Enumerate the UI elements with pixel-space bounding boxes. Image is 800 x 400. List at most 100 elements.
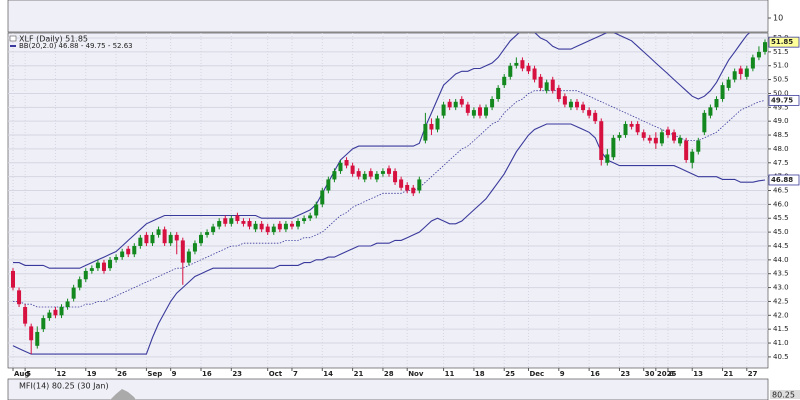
bb-middle	[13, 90, 766, 308]
candle-body	[744, 68, 749, 77]
bb-upper	[13, 33, 751, 269]
candle-body	[387, 168, 391, 174]
candle-body	[763, 42, 767, 52]
candle-body	[156, 229, 161, 235]
x-tick-label: 11	[445, 370, 455, 378]
candle-body	[532, 68, 537, 80]
candle-body	[247, 221, 252, 227]
y-tick-label: 44.0	[773, 256, 789, 264]
candle-body	[296, 221, 301, 227]
candle-body	[471, 110, 476, 116]
x-tick-label: 7	[293, 370, 298, 378]
mfi-tag	[770, 390, 800, 399]
candle-body	[362, 173, 367, 180]
candle-body	[338, 162, 343, 172]
y-tick-label: 42.5	[773, 297, 789, 305]
candle-body	[17, 290, 22, 305]
candle-body	[211, 226, 216, 233]
candle-body	[283, 223, 288, 230]
mfi-panel	[7, 378, 769, 400]
mfi-title: MFI(14) 80.25 (30 Jan)	[19, 382, 109, 391]
candle-body	[672, 132, 677, 141]
y-tick-label: 47.5	[773, 159, 789, 167]
candle-body	[399, 179, 404, 188]
candle-body	[271, 226, 276, 233]
legend-icon	[9, 35, 17, 42]
candle-body	[605, 154, 610, 163]
candle-body	[732, 71, 737, 80]
candle-body	[514, 62, 519, 66]
candle-body	[544, 82, 549, 91]
candle-body	[393, 171, 398, 183]
candle-body	[150, 234, 155, 244]
candle-body	[435, 118, 440, 130]
price-tag	[768, 36, 800, 48]
price-tag-label: 51.85	[771, 38, 793, 46]
x-tick-label: 21	[724, 370, 734, 378]
candle-body	[635, 123, 640, 133]
candle-body	[550, 79, 555, 91]
candle-body	[599, 121, 604, 161]
x-tick-label: 25	[505, 370, 515, 378]
x-tick-label: 28	[384, 370, 394, 378]
candle-body	[520, 60, 525, 69]
y-tick-label: 45.0	[773, 228, 789, 236]
candle-body	[623, 123, 628, 136]
candle-body	[47, 312, 52, 319]
upper-panel	[7, 0, 769, 33]
y-tick-label: 50.0	[773, 89, 789, 97]
candle-body	[114, 257, 119, 260]
candle-body	[538, 76, 543, 88]
y-tick-label: 41.5	[773, 325, 789, 333]
candle-body	[253, 223, 258, 230]
y-tick-label: 44.5	[773, 242, 789, 250]
y-tick-label: 49.0	[773, 117, 789, 125]
price-tag-label: 49.75	[771, 96, 793, 104]
candle-body	[59, 306, 64, 316]
candle-body	[368, 171, 373, 177]
chart-title: XLF (Daily) 51.85	[19, 35, 88, 44]
candle-body	[690, 151, 695, 163]
legend-entry: BB(20,2.0) 46.88 - 49.75 - 52.63	[19, 42, 133, 50]
candle-body	[665, 129, 670, 136]
x-tick-label: 6	[669, 370, 674, 378]
y-tick-label: 48.5	[773, 131, 789, 139]
candle-body	[750, 57, 755, 69]
candle-body	[132, 245, 137, 255]
candle-body	[320, 190, 325, 205]
x-tick-label: Oct	[269, 370, 283, 378]
candle-body	[423, 123, 428, 141]
candle-body	[477, 107, 482, 116]
price-tag	[768, 94, 800, 106]
price-tag	[768, 174, 800, 186]
candle-body	[562, 96, 567, 105]
x-tick-label: 27	[748, 370, 758, 378]
candle-body	[441, 104, 446, 116]
candle-body	[659, 132, 664, 144]
candle-body	[205, 232, 210, 235]
y-tick-label: 10	[773, 14, 783, 23]
y-tick-label: 50.5	[773, 76, 789, 84]
candle-body	[174, 234, 179, 241]
candle-body	[575, 101, 579, 108]
candle-body	[95, 262, 100, 269]
candle-body	[235, 215, 240, 222]
candle-body	[647, 137, 652, 141]
y-tick-label: 43.5	[773, 270, 789, 278]
y-tick-label: 45.5	[773, 214, 789, 222]
y-tick-label: 43.0	[773, 284, 789, 292]
candle-body	[259, 223, 264, 230]
x-tick-label: 12	[56, 370, 66, 378]
candle-body	[23, 306, 28, 324]
candle-body	[356, 171, 361, 177]
candle-body	[702, 112, 707, 133]
candle-body	[138, 237, 143, 246]
candle-body	[696, 140, 701, 152]
mfi-area	[110, 389, 136, 400]
candle-body	[653, 137, 658, 144]
y-tick-label: 49.5	[773, 103, 789, 111]
x-tick-label: 26	[117, 370, 127, 378]
candle-body	[35, 331, 40, 346]
candle-body	[289, 223, 294, 227]
candle-body	[71, 287, 76, 299]
